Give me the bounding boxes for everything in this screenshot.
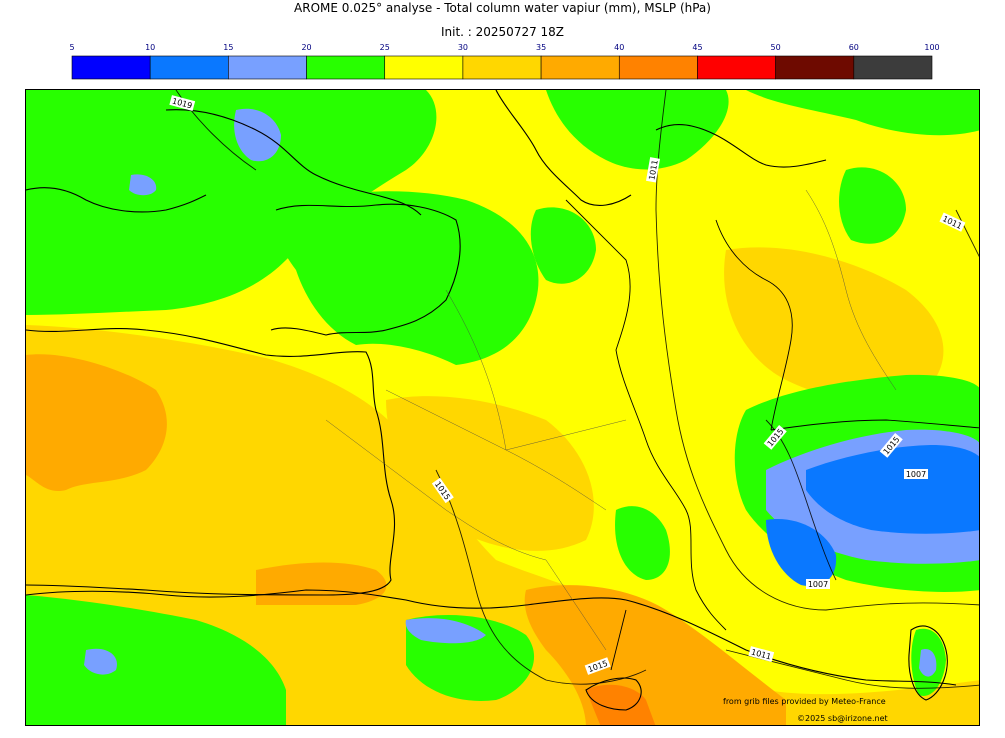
colorbar-segment <box>462 55 542 80</box>
field-lightblue-corsica <box>919 649 937 677</box>
field-green-pyrenees <box>26 595 286 725</box>
coastlines <box>26 90 957 711</box>
colorbar-tick-label: 100 <box>924 43 939 52</box>
init-time: Init. : 20250727 18Z <box>440 25 565 39</box>
map-title: AROME 0.025° analyse - Total column wate… <box>294 1 711 15</box>
colorbar-segment <box>228 55 307 80</box>
colorbar-segment <box>306 55 386 80</box>
colorbar-segment <box>697 55 776 80</box>
field-green-channel <box>274 191 539 365</box>
isobar-label: 1007 <box>808 580 828 589</box>
colorbar-tick-label: 30 <box>458 43 468 52</box>
colorbar-segment <box>149 55 229 80</box>
field-lightblue-uk2 <box>129 174 157 196</box>
field-green-netherlands <box>746 90 979 136</box>
colorbar-segment <box>71 55 151 80</box>
colorbar-segment <box>540 55 620 80</box>
field-green-ardennes <box>530 207 596 284</box>
colorbar-tick-label: 40 <box>614 43 624 52</box>
colorbar-tick-label: 5 <box>69 43 74 52</box>
field-deep-orange <box>586 684 656 725</box>
field-green-northwest <box>26 90 437 315</box>
colorbar-legend: 5 10 15 20 25 30 35 40 45 50 60 100 <box>69 43 940 80</box>
colorbar-segment <box>853 55 933 80</box>
colorbar-segment <box>618 55 698 80</box>
colorbar-tick-label: 35 <box>536 43 546 52</box>
field-gold-center <box>386 396 594 551</box>
isobar-label: 1007 <box>906 470 926 479</box>
colorbar-tick-label: 20 <box>301 43 311 52</box>
field-lightblue-spain <box>84 648 117 675</box>
field-orange-west <box>26 354 167 492</box>
field-orange-south <box>256 562 387 605</box>
data-credit: from grib files provided by Meteo-France <box>723 697 886 706</box>
field-gold-east <box>724 247 944 401</box>
field-lightblue-uk <box>234 108 281 162</box>
colorbar-tick-label: 25 <box>380 43 390 52</box>
colorbar-segment <box>775 55 855 80</box>
map-area: 1019 1011 1011 1015 1015 1015 1007 1007 … <box>25 89 980 726</box>
colorbar-tick-label: 45 <box>692 43 702 52</box>
region-borders <box>325 189 897 651</box>
colorbar-tick-label: 10 <box>145 43 155 52</box>
field-green-east <box>839 167 906 244</box>
colorbar-tick-label: 15 <box>223 43 233 52</box>
colorbar-tick-label: 50 <box>771 43 781 52</box>
field-blue-alps <box>806 445 979 534</box>
field-lightblue-pyr <box>405 618 486 644</box>
copyright-credit: ©2025 sb@irizone.net <box>797 714 888 723</box>
country-borders <box>565 199 979 671</box>
isobar-label: 1011 <box>647 159 659 181</box>
field-green-rhone <box>615 506 670 580</box>
field-green-belgium <box>546 90 729 170</box>
colorbar-tick-label: 60 <box>849 43 859 52</box>
colorbar-segment <box>384 55 464 80</box>
